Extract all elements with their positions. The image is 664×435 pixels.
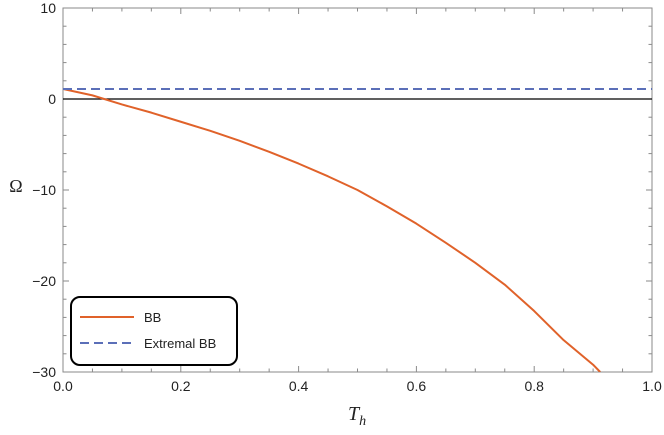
- legend-box: [70, 296, 238, 366]
- series-layer: [63, 87, 652, 372]
- y-tick-label: −30: [32, 364, 56, 380]
- x-axis-title-subscript: h: [359, 414, 366, 429]
- tick-marks: [62, 7, 653, 373]
- y-tick-labels: 10 0 −10 −20 −30: [32, 0, 56, 380]
- legend-label-bb: BB: [144, 310, 161, 325]
- y-axis-title: Ω: [9, 176, 22, 196]
- legend-label-extremal-bb: Extremal BB: [144, 336, 216, 351]
- x-tick-label: 0.2: [171, 378, 191, 394]
- x-tick-label: 0.6: [407, 378, 427, 394]
- y-tick-label: −20: [32, 273, 56, 289]
- y-tick-label: 10: [40, 0, 56, 16]
- x-axis-title: Th: [348, 403, 366, 429]
- legend: BB Extremal BB: [70, 296, 238, 366]
- x-axis-title-main: T: [348, 403, 361, 425]
- x-tick-label: 0.0: [53, 378, 73, 394]
- y-tick-label: −10: [32, 182, 56, 198]
- x-tick-label: 1.0: [642, 378, 662, 394]
- x-tick-label: 0.4: [289, 378, 309, 394]
- y-tick-label: 0: [48, 91, 56, 107]
- x-tick-label: 0.8: [524, 378, 544, 394]
- series-line-bb: [63, 88, 601, 372]
- x-tick-labels: 0.0 0.2 0.4 0.6 0.8 1.0: [53, 378, 662, 394]
